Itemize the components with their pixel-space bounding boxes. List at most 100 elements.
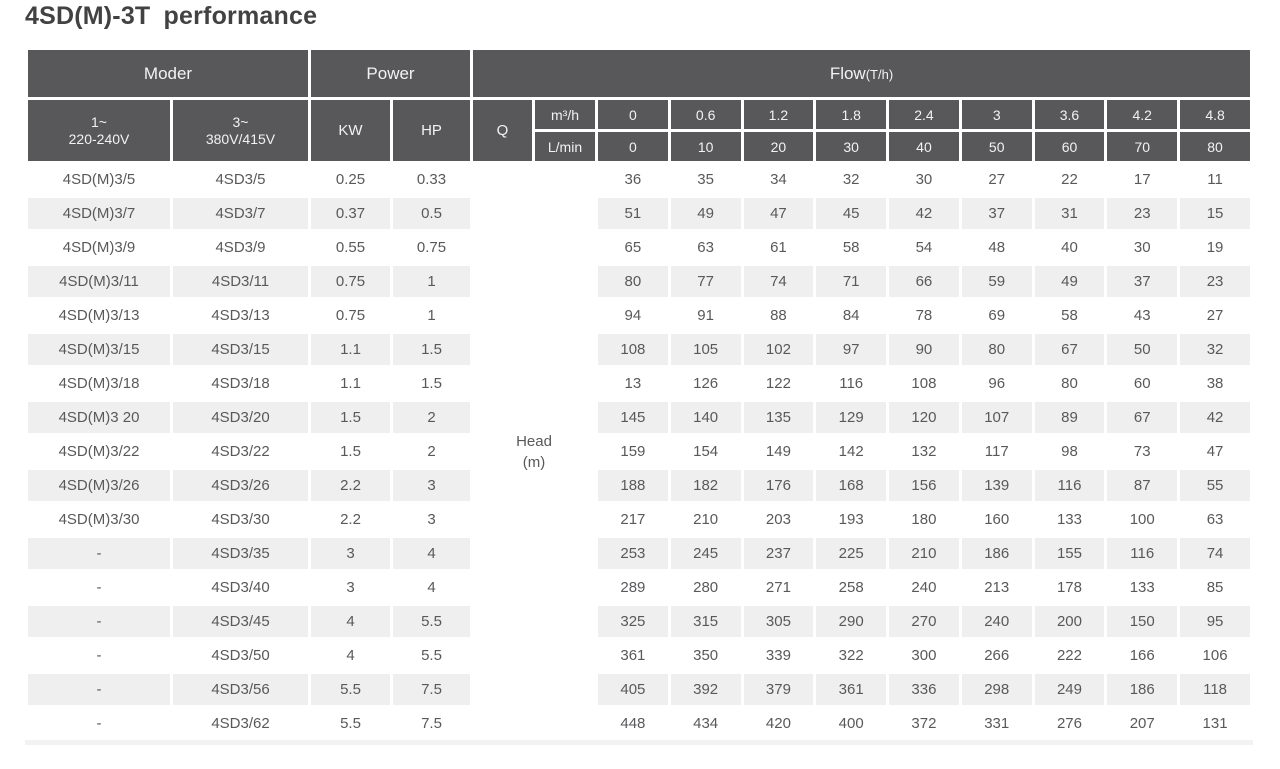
head-value: 140 [667, 399, 744, 436]
header-flow: Flow(T/h) [470, 47, 1253, 100]
header-lmin-unit: L/min [532, 129, 598, 164]
flow-lmin-value: 80 [1177, 129, 1253, 164]
head-value: 32 [813, 161, 890, 198]
head-value: 107 [958, 399, 1035, 436]
head-value: 30 [886, 161, 962, 198]
head-value: 213 [958, 569, 1035, 606]
head-value: 149 [740, 433, 817, 470]
head-value: 116 [1104, 535, 1181, 572]
table-row: 4SD(M)3/7 4SD3/7 0.37 0.5 51 49 47 45 42 37 31 23 15 [25, 195, 1253, 232]
model-single-phase: - [25, 705, 173, 742]
kw-value: 1.5 [308, 399, 393, 436]
head-value: 77 [667, 263, 744, 300]
model-three-phase: 4SD3/40 [170, 569, 311, 606]
hp-value: 4 [390, 535, 473, 572]
kw-value: 4 [308, 637, 393, 674]
head-value: 322 [813, 637, 890, 674]
head-value: 37 [1104, 263, 1181, 300]
head-value: 42 [1177, 399, 1253, 436]
head-value: 156 [886, 467, 962, 504]
head-value: 222 [1031, 637, 1108, 674]
table-row: -4SD3/62 5.5 7.5 448 434 420 400 372 331 276 207 13… [25, 705, 1253, 742]
head-value: 139 [958, 467, 1035, 504]
header-m3h-unit: m³/h [532, 97, 598, 132]
flow-lmin-value: 20 [740, 129, 817, 164]
head-value: 225 [813, 535, 890, 572]
head-value: 49 [1031, 263, 1108, 300]
model-three-phase: 4SD3/20 [170, 399, 311, 436]
head-value: 74 [1177, 535, 1253, 572]
kw-value: 0.75 [308, 297, 393, 334]
head-value: 331 [958, 705, 1035, 742]
head-value: 155 [1031, 535, 1108, 572]
model-three-phase: 4SD3/15 [170, 331, 311, 368]
table-row: 4SD(M)3/13 4SD3/13 0.75 1 94 91 88 84 78 69 58 43 27 [25, 297, 1253, 334]
head-value: 45 [813, 195, 890, 232]
head-value: 210 [667, 501, 744, 538]
table-row: -4SD3/35 3 4 253 245 237 225 210 186 155 116 74 [25, 535, 1253, 572]
hp-value: 1.5 [390, 331, 473, 368]
flow-lmin-value: 70 [1104, 129, 1181, 164]
head-value: 180 [886, 501, 962, 538]
header-three-phase: 3~ 380V/415V [170, 97, 311, 164]
model-single-phase: 4SD(M)3/15 [25, 331, 173, 368]
head-value: 135 [740, 399, 817, 436]
hp-value: 4 [390, 569, 473, 606]
flow-lmin-value: 10 [667, 129, 744, 164]
model-single-phase: 4SD(M)3 20 [25, 399, 173, 436]
head-value: 379 [740, 671, 817, 708]
head-value: 95 [1177, 603, 1253, 640]
hp-value: 1 [390, 297, 473, 334]
hp-value: 0.33 [390, 161, 473, 198]
head-value: 49 [667, 195, 744, 232]
hp-value: 5.5 [390, 603, 473, 640]
head-value: 65 [595, 229, 671, 266]
model-three-phase: 4SD3/30 [170, 501, 311, 538]
head-value: 145 [595, 399, 671, 436]
head-value: 30 [1104, 229, 1181, 266]
kw-value: 2.2 [308, 501, 393, 538]
hp-value: 0.5 [390, 195, 473, 232]
table-row: 4SD(M)3/9 4SD3/9 0.55 0.75 65 63 61 58 54 48 40 30 1… [25, 229, 1253, 266]
head-value: 217 [595, 501, 671, 538]
hp-value: 7.5 [390, 705, 473, 742]
head-value: 245 [667, 535, 744, 572]
head-value: 207 [1104, 705, 1181, 742]
head-value: 305 [740, 603, 817, 640]
head-value: 23 [1177, 263, 1253, 300]
model-three-phase: 4SD3/50 [170, 637, 311, 674]
table-row: 4SD(M)3/15 4SD3/15 1.1 1.5 108 105 102 97 90 80 67… [25, 331, 1253, 368]
model-three-phase: 4SD3/5 [170, 161, 311, 198]
head-value: 350 [667, 637, 744, 674]
head-value: 133 [1031, 501, 1108, 538]
head-value: 290 [813, 603, 890, 640]
head-value: 280 [667, 569, 744, 606]
kw-value: 5.5 [308, 671, 393, 708]
head-value: 420 [740, 705, 817, 742]
head-value: 448 [595, 705, 671, 742]
head-value: 193 [813, 501, 890, 538]
table-row: 4SD(M)3/18 4SD3/18 1.1 1.5 13 126 122 116 108 96 8… [25, 365, 1253, 402]
head-value: 23 [1104, 195, 1181, 232]
model-three-phase: 4SD3/9 [170, 229, 311, 266]
model-three-phase: 4SD3/35 [170, 535, 311, 572]
head-value: 392 [667, 671, 744, 708]
head-value: 405 [595, 671, 671, 708]
head-value: 182 [667, 467, 744, 504]
head-value: 59 [958, 263, 1035, 300]
flow-lmin-value: 40 [886, 129, 962, 164]
kw-value: 0.37 [308, 195, 393, 232]
head-value: 108 [886, 365, 962, 402]
hp-value: 7.5 [390, 671, 473, 708]
flow-lmin-value: 60 [1031, 129, 1108, 164]
head-value: 42 [886, 195, 962, 232]
kw-value: 0.75 [308, 263, 393, 300]
table-header: Moder Power Flow(T/h) 1~ 220-240V 3~ 380… [25, 47, 1253, 164]
flow-m3h-value: 1.2 [740, 97, 817, 132]
header-kw: KW [308, 97, 393, 164]
table-row: -4SD3/56 5.5 7.5 405 392 379 361 336 298 249 186 11… [25, 671, 1253, 708]
head-value: 120 [886, 399, 962, 436]
flow-lmin-value: 0 [595, 129, 671, 164]
header-power: Power [308, 47, 473, 100]
